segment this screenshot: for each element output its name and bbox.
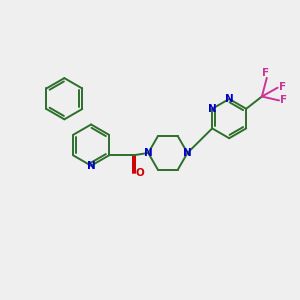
Text: F: F <box>279 82 286 92</box>
Text: F: F <box>280 95 287 105</box>
Text: N: N <box>225 94 234 104</box>
Text: N: N <box>144 148 153 158</box>
Text: O: O <box>136 168 144 178</box>
Text: N: N <box>183 148 192 158</box>
Text: N: N <box>87 161 95 171</box>
Text: N: N <box>208 104 217 114</box>
Text: F: F <box>262 68 269 78</box>
